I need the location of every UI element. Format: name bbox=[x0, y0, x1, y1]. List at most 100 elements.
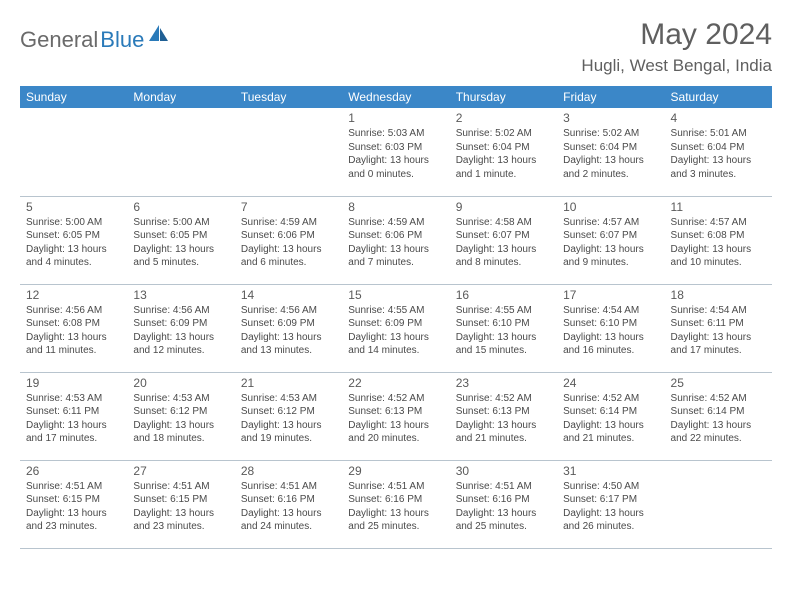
sunrise-text: Sunrise: 4:52 AM bbox=[456, 392, 551, 406]
day-number: 20 bbox=[133, 376, 228, 390]
sunset-text: Sunset: 6:04 PM bbox=[671, 141, 766, 155]
daylight-text: Daylight: 13 hours and 25 minutes. bbox=[456, 507, 551, 534]
calendar-day-cell: 25Sunrise: 4:52 AMSunset: 6:14 PMDayligh… bbox=[665, 372, 772, 460]
calendar-day-cell: 9Sunrise: 4:58 AMSunset: 6:07 PMDaylight… bbox=[450, 196, 557, 284]
sunrise-text: Sunrise: 5:00 AM bbox=[26, 216, 121, 230]
calendar-header-row: SundayMondayTuesdayWednesdayThursdayFrid… bbox=[20, 86, 772, 108]
calendar-day-cell: 5Sunrise: 5:00 AMSunset: 6:05 PMDaylight… bbox=[20, 196, 127, 284]
sunrise-text: Sunrise: 4:59 AM bbox=[348, 216, 443, 230]
calendar-day-cell: 7Sunrise: 4:59 AMSunset: 6:06 PMDaylight… bbox=[235, 196, 342, 284]
calendar-day-cell: 3Sunrise: 5:02 AMSunset: 6:04 PMDaylight… bbox=[557, 108, 664, 196]
sunrise-text: Sunrise: 4:59 AM bbox=[241, 216, 336, 230]
sunrise-text: Sunrise: 4:50 AM bbox=[563, 480, 658, 494]
day-info: Sunrise: 4:54 AMSunset: 6:10 PMDaylight:… bbox=[563, 304, 658, 358]
calendar-week-row: 5Sunrise: 5:00 AMSunset: 6:05 PMDaylight… bbox=[20, 196, 772, 284]
day-info: Sunrise: 5:00 AMSunset: 6:05 PMDaylight:… bbox=[26, 216, 121, 270]
daylight-text: Daylight: 13 hours and 23 minutes. bbox=[26, 507, 121, 534]
sunset-text: Sunset: 6:11 PM bbox=[26, 405, 121, 419]
day-number: 6 bbox=[133, 200, 228, 214]
daylight-text: Daylight: 13 hours and 11 minutes. bbox=[26, 331, 121, 358]
day-info: Sunrise: 5:00 AMSunset: 6:05 PMDaylight:… bbox=[133, 216, 228, 270]
calendar-day-cell: 13Sunrise: 4:56 AMSunset: 6:09 PMDayligh… bbox=[127, 284, 234, 372]
daylight-text: Daylight: 13 hours and 25 minutes. bbox=[348, 507, 443, 534]
sunset-text: Sunset: 6:16 PM bbox=[348, 493, 443, 507]
day-number: 21 bbox=[241, 376, 336, 390]
calendar-day-cell: 24 Sunrise: 4:52 AMSunset: 6:14 PMDayligh… bbox=[557, 372, 664, 460]
day-number: 9 bbox=[456, 200, 551, 214]
day-number: 3 bbox=[563, 111, 658, 125]
weekday-header: Sunday bbox=[20, 86, 127, 108]
daylight-text: Daylight: 13 hours and 13 minutes. bbox=[241, 331, 336, 358]
day-number: 28 bbox=[241, 464, 336, 478]
sunset-text: Sunset: 6:17 PM bbox=[563, 493, 658, 507]
daylight-text: Daylight: 13 hours and 10 minutes. bbox=[671, 243, 766, 270]
sunrise-text: Sunrise: 5:01 AM bbox=[671, 127, 766, 141]
sunset-text: Sunset: 6:05 PM bbox=[133, 229, 228, 243]
sunset-text: Sunset: 6:14 PM bbox=[563, 405, 658, 419]
calendar-day-cell: 23Sunrise: 4:52 AMSunset: 6:13 PMDayligh… bbox=[450, 372, 557, 460]
calendar-day-cell: 20 Sunrise: 4:53 AMSunset: 6:12 PMDayligh… bbox=[127, 372, 234, 460]
title-block: May 2024 Hugli, West Bengal, India bbox=[581, 18, 772, 76]
daylight-text: Daylight: 13 hours and 22 minutes. bbox=[671, 419, 766, 446]
calendar-day-cell: 6 Sunrise: 5:00 AMSunset: 6:05 PMDaylight… bbox=[127, 196, 234, 284]
weekday-header: Tuesday bbox=[235, 86, 342, 108]
sunset-text: Sunset: 6:12 PM bbox=[133, 405, 228, 419]
day-number: 27 bbox=[133, 464, 228, 478]
sunrise-text: Sunrise: 5:03 AM bbox=[348, 127, 443, 141]
day-number: 30 bbox=[456, 464, 551, 478]
sunrise-text: Sunrise: 4:51 AM bbox=[348, 480, 443, 494]
sunset-text: Sunset: 6:13 PM bbox=[456, 405, 551, 419]
calendar-day-cell bbox=[127, 108, 234, 196]
day-number: 7 bbox=[241, 200, 336, 214]
page-header: GeneralBlue May 2024 Hugli, West Bengal,… bbox=[20, 18, 772, 76]
sunset-text: Sunset: 6:10 PM bbox=[563, 317, 658, 331]
daylight-text: Daylight: 13 hours and 0 minutes. bbox=[348, 154, 443, 181]
sunset-text: Sunset: 6:07 PM bbox=[456, 229, 551, 243]
sunset-text: Sunset: 6:06 PM bbox=[348, 229, 443, 243]
weekday-header: Thursday bbox=[450, 86, 557, 108]
sunset-text: Sunset: 6:04 PM bbox=[563, 141, 658, 155]
daylight-text: Daylight: 13 hours and 4 minutes. bbox=[26, 243, 121, 270]
day-number: 2 bbox=[456, 111, 551, 125]
sunrise-text: Sunrise: 5:02 AM bbox=[456, 127, 551, 141]
sunrise-text: Sunrise: 4:53 AM bbox=[133, 392, 228, 406]
calendar-body: 1Sunrise: 5:03 AMSunset: 6:03 PMDaylight… bbox=[20, 108, 772, 548]
daylight-text: Daylight: 13 hours and 17 minutes. bbox=[26, 419, 121, 446]
calendar-day-cell bbox=[20, 108, 127, 196]
calendar-day-cell: 15Sunrise: 4:55 AMSunset: 6:09 PMDayligh… bbox=[342, 284, 449, 372]
day-info: Sunrise: 4:57 AMSunset: 6:08 PMDaylight:… bbox=[671, 216, 766, 270]
weekday-header: Friday bbox=[557, 86, 664, 108]
day-info: Sunrise: 4:54 AMSunset: 6:11 PMDaylight:… bbox=[671, 304, 766, 358]
daylight-text: Daylight: 13 hours and 17 minutes. bbox=[671, 331, 766, 358]
sail-icon bbox=[148, 24, 170, 47]
daylight-text: Daylight: 13 hours and 26 minutes. bbox=[563, 507, 658, 534]
daylight-text: Daylight: 13 hours and 24 minutes. bbox=[241, 507, 336, 534]
day-number: 15 bbox=[348, 288, 443, 302]
daylight-text: Daylight: 13 hours and 16 minutes. bbox=[563, 331, 658, 358]
day-info: Sunrise: 4:57 AMSunset: 6:07 PMDaylight:… bbox=[563, 216, 658, 270]
calendar-day-cell: 26Sunrise: 4:51 AMSunset: 6:15 PMDayligh… bbox=[20, 460, 127, 548]
sunrise-text: Sunrise: 4:53 AM bbox=[26, 392, 121, 406]
daylight-text: Daylight: 13 hours and 20 minutes. bbox=[348, 419, 443, 446]
sunrise-text: Sunrise: 4:52 AM bbox=[563, 392, 658, 406]
day-info: Sunrise: 4:53 AMSunset: 6:12 PMDaylight:… bbox=[133, 392, 228, 446]
calendar-day-cell: 30Sunrise: 4:51 AMSunset: 6:16 PMDayligh… bbox=[450, 460, 557, 548]
sunrise-text: Sunrise: 4:52 AM bbox=[671, 392, 766, 406]
sunrise-text: Sunrise: 4:56 AM bbox=[26, 304, 121, 318]
day-number: 18 bbox=[671, 288, 766, 302]
day-number: 31 bbox=[563, 464, 658, 478]
calendar-day-cell: 21Sunrise: 4:53 AMSunset: 6:12 PMDayligh… bbox=[235, 372, 342, 460]
calendar-day-cell: 27Sunrise: 4:51 AMSunset: 6:15 PMDayligh… bbox=[127, 460, 234, 548]
day-info: Sunrise: 4:59 AMSunset: 6:06 PMDaylight:… bbox=[348, 216, 443, 270]
sunset-text: Sunset: 6:15 PM bbox=[133, 493, 228, 507]
day-number: 29 bbox=[348, 464, 443, 478]
day-number: 24 bbox=[563, 376, 658, 390]
day-info: Sunrise: 4:53 AMSunset: 6:11 PMDaylight:… bbox=[26, 392, 121, 446]
calendar-day-cell: 2Sunrise: 5:02 AMSunset: 6:04 PMDaylight… bbox=[450, 108, 557, 196]
day-number: 14 bbox=[241, 288, 336, 302]
day-info: Sunrise: 4:51 AMSunset: 6:16 PMDaylight:… bbox=[241, 480, 336, 534]
day-info: Sunrise: 4:52 AMSunset: 6:14 PMDaylight:… bbox=[563, 392, 658, 446]
daylight-text: Daylight: 13 hours and 3 minutes. bbox=[671, 154, 766, 181]
sunrise-text: Sunrise: 4:55 AM bbox=[456, 304, 551, 318]
weekday-header: Wednesday bbox=[342, 86, 449, 108]
